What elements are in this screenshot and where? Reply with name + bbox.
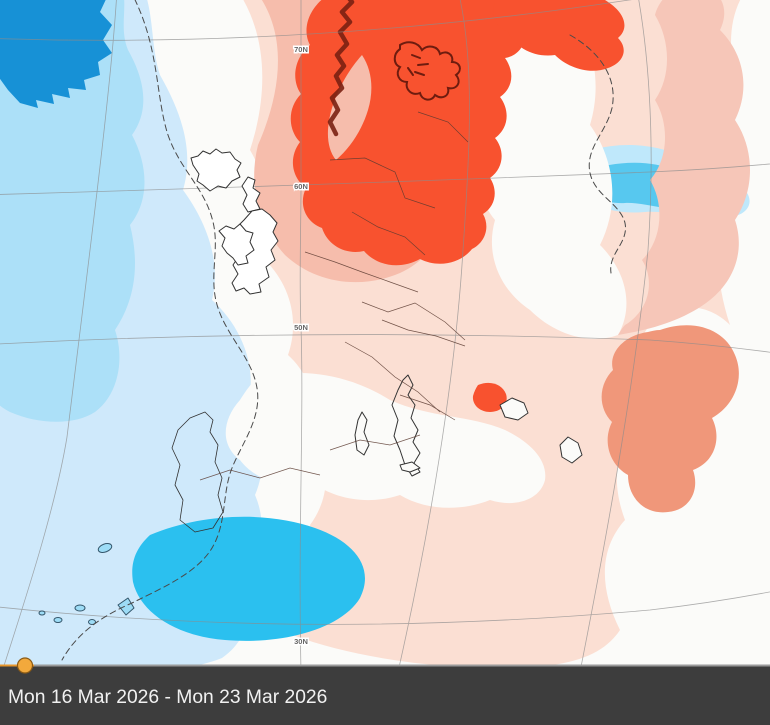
svg-text:70N: 70N — [294, 45, 308, 54]
svg-text:30N: 30N — [294, 637, 308, 646]
svg-text:60N: 60N — [294, 182, 308, 191]
svg-text:Mon 16 Mar 2026 - Mon 23 Mar 2: Mon 16 Mar 2026 - Mon 23 Mar 2026 — [8, 687, 327, 708]
svg-text:50N: 50N — [294, 323, 308, 332]
